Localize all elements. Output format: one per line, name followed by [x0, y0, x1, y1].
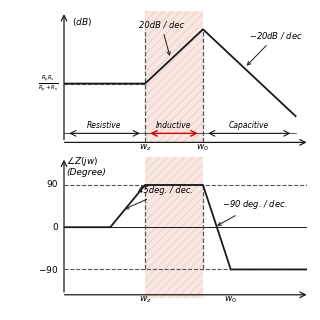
- Text: $\frac{R_p R_s}{R_p + R_s}$: $\frac{R_p R_s}{R_p + R_s}$: [37, 74, 58, 94]
- Bar: [145, 11, 203, 142]
- Text: 0: 0: [52, 223, 58, 232]
- Text: $(dB)$: $(dB)$: [72, 16, 92, 28]
- Text: $w_z$: $w_z$: [139, 295, 151, 305]
- Text: 45deg. / dec.: 45deg. / dec.: [125, 187, 193, 209]
- Text: $-$90: $-$90: [38, 264, 58, 275]
- Bar: [145, 157, 203, 298]
- Text: Inductive: Inductive: [156, 121, 192, 130]
- Text: 90: 90: [47, 180, 58, 189]
- Text: $\angle Z(jw)$: $\angle Z(jw)$: [66, 156, 99, 168]
- Text: $w_0$: $w_0$: [196, 142, 210, 153]
- Text: $w_0$: $w_0$: [224, 295, 237, 305]
- Text: 20dB / dec: 20dB / dec: [139, 20, 184, 55]
- Text: (Degree): (Degree): [66, 168, 106, 177]
- Text: Resistive: Resistive: [87, 121, 122, 130]
- Text: Capacitive: Capacitive: [229, 121, 269, 130]
- Text: $-$20dB / dec: $-$20dB / dec: [247, 30, 303, 65]
- Text: $w_z$: $w_z$: [139, 142, 151, 153]
- Text: $-$90 deg. / dec.: $-$90 deg. / dec.: [218, 198, 287, 225]
